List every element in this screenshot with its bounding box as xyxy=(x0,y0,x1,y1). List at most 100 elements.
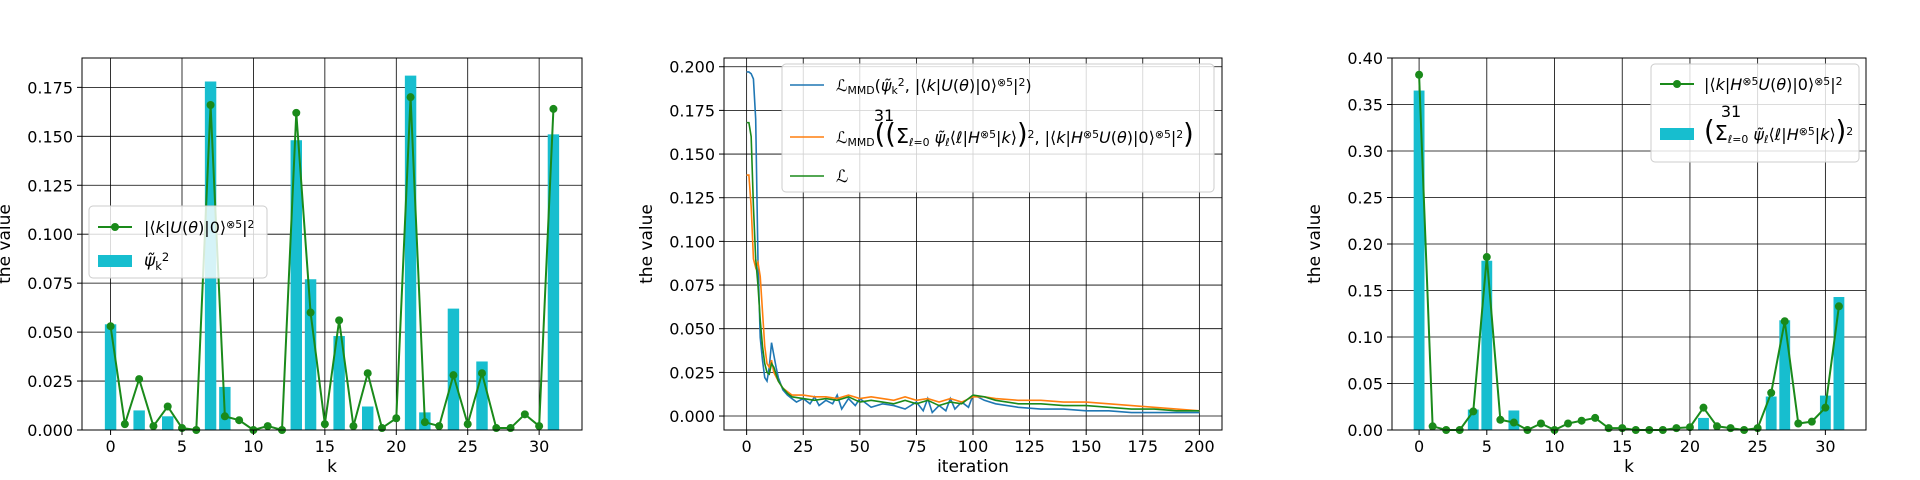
legend-swatch xyxy=(98,255,132,267)
legend-label: ℒMMD(ψ̃k2, |⟨k|U(θ)|0⟩⊗5|2) xyxy=(836,76,1032,97)
panel-hadamard-distribution: 0 5 10 15 20 25 30 0.00 0.05 0.10 0.15 0.20 0.25 0.30… xyxy=(1305,49,1867,477)
data-point xyxy=(220,412,229,421)
y-tick-label: 0.125 xyxy=(27,176,73,195)
legend xyxy=(88,205,268,279)
bar xyxy=(362,406,374,430)
data-point xyxy=(292,108,301,117)
y-tick-label: 0.100 xyxy=(669,232,715,251)
y-tick-label: 0.075 xyxy=(27,274,73,293)
x-tick-label: 150 xyxy=(1071,437,1102,456)
y-tick-label: 0.025 xyxy=(27,372,73,391)
x-tick-label: 200 xyxy=(1184,437,1215,456)
bar xyxy=(1779,320,1791,430)
y-tick-label: 0.15 xyxy=(1347,282,1383,301)
y-axis-label: the value xyxy=(0,204,15,284)
x-tick-label: 5 xyxy=(1482,437,1492,456)
legend-label: (Σℓ=0 ψ̃ℓ⟨ℓ|H⊗5|k⟩)2 xyxy=(1704,116,1853,147)
data-point xyxy=(135,375,144,384)
data-point xyxy=(463,420,472,429)
x-axis-label: iteration xyxy=(937,457,1009,477)
x-tick-label: 125 xyxy=(1014,437,1045,456)
x-tick-label: 15 xyxy=(1612,437,1632,456)
y-tick-label: 0.050 xyxy=(669,320,715,339)
legend-label: |⟨k|U(θ)|0⟩⊗5|2 xyxy=(144,218,254,237)
data-point xyxy=(1834,302,1843,311)
x-tick-label: 0 xyxy=(105,437,115,456)
data-point xyxy=(1482,253,1491,262)
data-point xyxy=(1469,407,1478,416)
y-tick-label: 0.100 xyxy=(27,225,73,244)
x-tick-label: 25 xyxy=(793,437,813,456)
y-tick-label: 0.175 xyxy=(27,78,73,97)
panel-loss-curve: 0 25 50 75 100 125 150 175 200 0.000 0.025 0.050 0.0… xyxy=(637,57,1223,477)
bar xyxy=(404,75,417,430)
legend-label: 31 xyxy=(1721,102,1741,121)
data-point xyxy=(1780,317,1789,326)
series-line xyxy=(1418,74,1840,432)
data-point xyxy=(1685,423,1694,432)
x-tick-label: 15 xyxy=(315,437,335,456)
y-tick-label: 0.150 xyxy=(669,145,715,164)
data-point xyxy=(1564,419,1573,428)
data-point xyxy=(120,420,129,429)
x-tick-label: 50 xyxy=(850,437,870,456)
data-point xyxy=(1672,424,1681,433)
data-point xyxy=(1577,416,1586,425)
data-point xyxy=(349,422,358,431)
data-point xyxy=(335,316,344,325)
y-tick-label: 0.20 xyxy=(1347,235,1383,254)
legend-label: ℒMMD((Σℓ=0 ψ̃ℓ⟨ℓ|H⊗5|k⟩)2, |⟨k|H⊗5U(θ)|0… xyxy=(836,119,1194,150)
y-tick-label: 0.150 xyxy=(27,127,73,146)
data-point xyxy=(492,424,501,433)
y-tick-label: 0.25 xyxy=(1347,189,1383,208)
legend xyxy=(1650,63,1860,163)
x-tick-label: 25 xyxy=(1747,437,1767,456)
data-point xyxy=(1767,388,1776,397)
data-point xyxy=(1713,422,1722,431)
bar xyxy=(133,410,145,430)
bar xyxy=(290,140,302,431)
data-point xyxy=(449,371,458,380)
series-line xyxy=(746,71,1200,415)
legend-label: |⟨k|H⊗5U(θ)|0⟩⊗5|2 xyxy=(1704,75,1843,94)
panel-k-distribution: 0 5 10 15 20 25 30 0.000 0.025 0.050 0.075 0.100 0.1… xyxy=(0,57,583,477)
x-tick-label: 25 xyxy=(458,437,478,456)
y-tick-label: 0.200 xyxy=(669,58,715,77)
data-point xyxy=(149,422,158,431)
x-axis-label: k xyxy=(1624,457,1634,477)
x-tick-label: 75 xyxy=(906,437,926,456)
data-point xyxy=(1726,424,1735,433)
y-tick-label: 0.30 xyxy=(1347,142,1383,161)
data-point xyxy=(363,369,372,378)
data-point xyxy=(163,402,172,411)
bar xyxy=(1833,297,1845,430)
legend-label: 31 xyxy=(874,106,894,125)
y-tick-label: 0.025 xyxy=(669,363,715,382)
x-tick-label: 30 xyxy=(1815,437,1835,456)
data-point xyxy=(206,100,215,109)
data-point xyxy=(1536,419,1545,428)
data-point xyxy=(1591,413,1600,422)
series-line xyxy=(746,121,1200,412)
legend-label: ℒ xyxy=(836,167,848,187)
data-point xyxy=(435,422,444,431)
data-point xyxy=(535,422,544,431)
legend-marker xyxy=(1673,80,1681,88)
bar xyxy=(1481,260,1493,430)
bar xyxy=(547,134,560,430)
legend xyxy=(781,63,1215,193)
x-tick-label: 0 xyxy=(742,437,752,456)
data-point xyxy=(506,424,515,433)
bar xyxy=(476,361,488,430)
bar xyxy=(162,416,174,430)
y-axis-label: the value xyxy=(637,204,657,284)
y-tick-label: 0.125 xyxy=(669,189,715,208)
data-point xyxy=(406,93,415,102)
legend-marker xyxy=(111,223,119,231)
data-point xyxy=(392,414,401,423)
bar xyxy=(333,336,345,430)
data-point xyxy=(520,410,529,419)
y-tick-label: 0.05 xyxy=(1347,375,1383,394)
data-point xyxy=(1604,424,1613,433)
data-point xyxy=(1821,403,1830,412)
